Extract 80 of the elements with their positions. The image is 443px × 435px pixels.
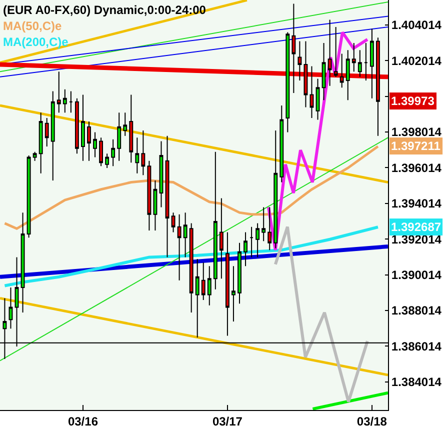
y-tick-label: 1.384014 [391, 375, 442, 390]
candlestick [32, 151, 37, 162]
candlestick [274, 130, 278, 249]
candlestick [165, 135, 170, 258]
candlestick [346, 50, 350, 101]
candlestick [352, 42, 356, 72]
y-tick-label: 1.394014 [391, 196, 442, 211]
candlestick [195, 258, 200, 338]
chart-title: (EUR A0-FX,60) Dynamic,0:00-24:00 [3, 3, 206, 17]
candlestick [153, 180, 158, 231]
candlestick [364, 42, 368, 81]
candlestick [322, 42, 326, 101]
candlestick [328, 19, 332, 86]
candlestick [225, 232, 230, 336]
y-tick-label: 1.392014 [391, 232, 442, 246]
candlestick [370, 28, 374, 99]
candlestick [8, 287, 13, 330]
candlestick [26, 154, 31, 238]
y-tick-label: 1.398014 [391, 125, 442, 140]
candlestick [171, 212, 176, 233]
candlestick [256, 222, 260, 258]
x-tick-label: 03/16 [68, 414, 98, 428]
y-tick-label: 1.404014 [391, 18, 442, 32]
candlestick [62, 88, 67, 114]
y-tick-label: 1.402014 [391, 54, 442, 68]
candlestick [280, 104, 284, 183]
candlestick [68, 90, 73, 114]
candlestick [44, 117, 49, 148]
y-tick-label: 1.396014 [391, 160, 442, 175]
candlestick [298, 40, 302, 81]
candlestick [189, 222, 194, 314]
y-tick-label: 1.388014 [391, 304, 442, 318]
candlestick [99, 137, 104, 167]
candlestick [376, 37, 380, 136]
candlestick [111, 138, 116, 167]
data-label: 1.397211 [391, 139, 441, 153]
annotation: 1.39973 [391, 94, 435, 108]
candlestick [358, 50, 362, 78]
candlestick [81, 94, 85, 162]
candlestick [135, 137, 140, 174]
candlestick [286, 32, 290, 133]
candlestick [316, 78, 320, 120]
candlestick [141, 130, 146, 176]
candlestick [340, 53, 344, 88]
candlestick [250, 226, 254, 258]
candlestick [268, 206, 272, 251]
candlestick [147, 160, 152, 231]
candlestick [201, 262, 206, 301]
candlestick [244, 232, 248, 267]
candlestick [93, 132, 97, 158]
candlestick [207, 266, 212, 306]
y-tick-label: 1.390014 [391, 268, 442, 282]
candlestick [20, 212, 25, 314]
candlestick [117, 112, 122, 162]
candlestick [262, 206, 266, 242]
text: MA(50,C)e [3, 19, 62, 33]
candlestick [38, 112, 43, 174]
candlestick [310, 66, 314, 118]
candlestick [74, 98, 79, 154]
candlestick [177, 214, 182, 281]
candlestick [238, 242, 242, 304]
x-tick-label: 03/18 [356, 414, 388, 428]
candlestick [334, 26, 338, 78]
candlestick [50, 90, 55, 181]
candlestick [87, 121, 91, 162]
candlestick [232, 266, 236, 322]
candlestick [213, 151, 218, 290]
y-tick-label: 1.386014 [391, 339, 442, 354]
text: MA(200,C)e [3, 35, 69, 49]
candlestick [105, 153, 110, 168]
candlestick [219, 198, 224, 280]
data-label: 1.392687 [391, 220, 442, 234]
candlestick [123, 112, 128, 136]
x-tick-label: 03/17 [212, 414, 243, 428]
candlestick [183, 212, 188, 258]
candlestick [159, 140, 164, 208]
candlestick [304, 40, 308, 108]
candlestick [56, 71, 61, 114]
candlestick [129, 94, 134, 164]
candlestick [292, 3, 296, 94]
